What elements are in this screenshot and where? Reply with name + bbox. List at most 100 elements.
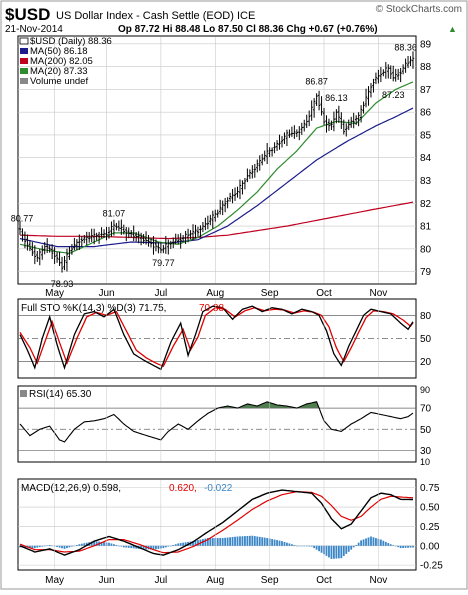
price-y-tick-label: 80 [420, 244, 432, 255]
macd-histogram-bar [251, 535, 254, 546]
price-y-tick-label: 85 [420, 130, 432, 141]
macd-histogram-bar [155, 545, 157, 550]
macd-histogram-bar [209, 538, 212, 546]
macd-histogram-bar [404, 545, 407, 548]
sto-legend-k: Full STO %K(14,3) %D(3) 71.75, [21, 303, 166, 314]
macd-histogram-bar [135, 545, 138, 549]
macd-histogram-bar [28, 545, 31, 548]
sto-k-line [19, 305, 414, 371]
macd-signal-line [19, 490, 414, 554]
macd-histogram-bar [318, 545, 320, 552]
rsi-legend-label: RSI(14) 65.30 [29, 389, 92, 400]
legend-swatch-ma [20, 48, 28, 54]
macd-histogram-bar [100, 541, 103, 546]
x-tick-label-price: Oct [316, 288, 332, 299]
macd-histogram-bar [375, 538, 377, 546]
macd-histogram-bar [197, 540, 199, 546]
macd-legend-signal: 0.620, [169, 483, 197, 494]
macd-histogram-bar [226, 537, 229, 546]
header-chg-arrow: ▲ [448, 24, 457, 34]
macd-histogram-bar [33, 545, 36, 549]
macd-histogram-bar [320, 545, 323, 553]
rsi-panel: 30 50 70 90 10 RSI(14) 65.30 [18, 385, 432, 467]
macd-histogram-bar [241, 536, 244, 546]
macd-histogram-bar [387, 543, 390, 546]
macd-histogram-bar [276, 540, 278, 546]
macd-histogram-bar [325, 545, 328, 556]
rsi-y-tick-label: 30 [420, 446, 432, 457]
macd-histogram-bar [58, 545, 61, 548]
macd-histogram-bar [83, 543, 86, 546]
x-tick-label-bottom: Nov [369, 575, 387, 586]
macd-histogram-bar [239, 536, 241, 546]
macd-histogram-bar [115, 545, 118, 546]
macd-histogram-bar [216, 538, 219, 546]
macd-histogram-bar [221, 538, 224, 546]
macd-histogram-bar [345, 545, 348, 554]
price-annotations: 80.77 78.93 81.07 79.77 86.87 86.13 88.36 87.23 [11, 42, 417, 289]
macd-histogram-bar [402, 545, 405, 548]
macd-histogram-bar [330, 545, 333, 559]
price-y-tick-label: 88 [420, 62, 432, 73]
macd-histogram-bar [103, 542, 105, 546]
macd-histogram-bar [342, 545, 345, 557]
macd-histogram-bar [407, 545, 409, 548]
macd-histogram-bar [258, 536, 261, 546]
macd-histogram-bar [253, 536, 256, 546]
macd-histogram-bar [231, 537, 234, 546]
header-date: 21-Nov-2014 [5, 24, 63, 35]
macd-histogram-bar [290, 544, 293, 546]
macd-line [19, 489, 413, 556]
macd-histogram-bar [127, 545, 130, 548]
macd-histogram-bar [85, 542, 88, 546]
macd-histogram-bar [174, 544, 177, 546]
x-tick-label-price: May [45, 288, 64, 299]
macd-histogram-bar [31, 545, 34, 548]
macd-histogram-bar [71, 545, 73, 547]
macd-histogram-bar [281, 541, 283, 546]
macd-histogram-bar [24, 545, 26, 548]
price-grid [18, 37, 416, 283]
macd-histogram-bar [399, 545, 402, 549]
macd-histogram-bar [298, 545, 301, 547]
macd-histogram-bar [305, 545, 308, 547]
macd-histogram-bar [152, 545, 155, 550]
price-y-ticks: 79 80 81 82 83 84 85 86 87 88 89 [420, 39, 432, 278]
header-name: US Dollar Index - Cash Settle (EOD) ICE [56, 10, 255, 22]
legend-label: Volume undef [30, 76, 88, 87]
macd-histogram-bar [367, 537, 370, 546]
price-y-tick-label: 83 [420, 176, 432, 187]
ma20-line-group [19, 81, 414, 255]
macd-histogram-bar [340, 545, 343, 559]
rsi-y-tick-label: 50 [420, 425, 432, 436]
macd-y-tick-label: 0.50 [420, 503, 440, 514]
price-y-tick-label: 86 [420, 108, 432, 119]
macd-histogram-bar [308, 545, 311, 547]
macd-histogram-bar [66, 545, 68, 549]
macd-histogram-bar [150, 545, 152, 550]
rsi-y-tick-label-90: 90 [420, 385, 430, 395]
macd-histogram-bar [120, 545, 123, 547]
macd-histogram-bar [51, 545, 54, 547]
macd-histogram-bar [337, 545, 340, 559]
macd-histogram-bar [328, 545, 330, 558]
macd-histogram-bar [78, 544, 81, 546]
macd-histogram-bar [162, 545, 165, 549]
macd-histogram-bar [140, 545, 143, 550]
rsi-panel-frame [17, 385, 417, 463]
macd-histogram-bar [157, 545, 160, 549]
macd-histogram-bar [352, 545, 355, 548]
macd-histogram-bar [56, 545, 58, 547]
rsi-line [19, 401, 414, 443]
macd-histogram-bar [271, 539, 274, 546]
macd-histogram-bar [300, 545, 303, 547]
macd-histogram-bar [362, 539, 365, 546]
macd-histogram-bar [293, 545, 296, 546]
macd-histogram-bar [384, 541, 387, 546]
macd-histogram-bar [347, 545, 350, 552]
macd-histogram-bar [263, 537, 266, 546]
macd-histogram-bar [372, 537, 375, 546]
macd-histogram-bar [335, 545, 338, 559]
rsi-legend-swatch [20, 390, 27, 397]
macd-histogram-bar [68, 545, 71, 548]
